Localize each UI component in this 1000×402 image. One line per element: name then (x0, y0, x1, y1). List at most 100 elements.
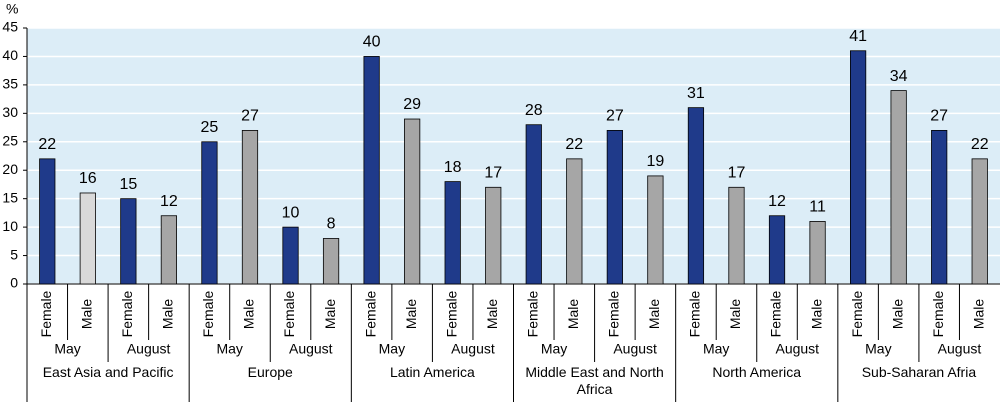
month-label: May (865, 341, 891, 357)
data-label: 22 (38, 136, 56, 153)
bar (79, 192, 96, 285)
data-label: 15 (119, 176, 137, 193)
bar (890, 90, 907, 285)
y-tick-label: 30 (2, 104, 18, 120)
month-label: May (54, 341, 80, 357)
data-label: 41 (849, 28, 867, 45)
data-label: 19 (646, 153, 664, 170)
bar (931, 129, 948, 285)
x-tick-label: Male (79, 299, 95, 330)
month-label: May (216, 341, 242, 357)
region-label: North America (712, 364, 802, 380)
y-tick-label: 0 (10, 275, 18, 291)
bar (768, 215, 786, 285)
x-tick-label: Male (970, 299, 986, 330)
x-tick-label: Male (889, 299, 905, 330)
x-tick-label: Male (241, 299, 257, 330)
y-tick-label: 45 (2, 19, 18, 35)
bar (201, 141, 218, 285)
bar (971, 158, 988, 285)
month-label: August (775, 341, 819, 357)
data-label: 17 (728, 165, 746, 182)
data-label: 31 (687, 85, 705, 102)
region-label: Middle East and North Africa (525, 364, 664, 397)
month-label: August (451, 341, 495, 357)
data-label: 22 (971, 136, 989, 153)
bar (120, 198, 137, 285)
data-label: 18 (444, 159, 462, 176)
bar (606, 129, 623, 285)
data-label: 29 (403, 96, 421, 113)
region-label: Latin America (389, 364, 475, 380)
y-tick-label: 25 (2, 132, 18, 148)
x-tick-label: Male (484, 299, 500, 330)
bar (322, 238, 340, 285)
y-axis-label: % (6, 1, 18, 17)
bar (485, 186, 502, 285)
month-label: May (703, 341, 729, 357)
data-label: 28 (525, 102, 543, 119)
region-label: Europe (247, 364, 293, 380)
bar (687, 107, 705, 285)
y-tick-label: 20 (2, 161, 18, 177)
x-tick-label: Female (768, 290, 784, 337)
region-label: Sub-Saharan Afria (861, 364, 977, 380)
x-tick-label: Male (727, 299, 743, 330)
y-tick-label: 35 (2, 76, 18, 92)
data-label: 10 (282, 204, 300, 221)
x-tick-label: Male (160, 299, 176, 330)
data-label: 40 (363, 34, 381, 51)
bar (363, 56, 380, 285)
x-tick-label: Female (930, 290, 946, 337)
data-label: 12 (160, 193, 178, 210)
y-tick-label: 5 (10, 246, 18, 262)
bar (160, 215, 177, 285)
data-label: 27 (930, 108, 948, 125)
data-label: 16 (79, 170, 97, 187)
data-label: 11 (809, 199, 826, 216)
month-label: May (379, 341, 405, 357)
y-tick-label: 10 (2, 218, 18, 234)
data-label: 27 (606, 108, 624, 125)
x-tick-label: Female (849, 290, 865, 337)
bar (809, 221, 826, 285)
data-label: 25 (201, 119, 219, 136)
x-tick-label: Male (322, 299, 338, 330)
y-tick-label: 15 (2, 189, 18, 205)
x-tick-label: Female (119, 290, 135, 337)
data-label: 27 (241, 108, 259, 125)
month-label: August (289, 341, 333, 357)
x-tick-label: Female (524, 290, 540, 337)
x-tick-label: Male (808, 299, 824, 330)
month-label: August (938, 341, 982, 357)
x-tick-label: Female (38, 290, 54, 337)
bar (282, 226, 299, 285)
x-tick-label: Female (362, 290, 378, 337)
x-tick-label: Female (606, 290, 622, 337)
x-tick-label: Female (281, 290, 297, 337)
data-label: 12 (768, 193, 786, 210)
data-label: 22 (565, 136, 583, 153)
region-label: East Asia and Pacific (42, 364, 174, 380)
x-tick-label: Male (565, 299, 581, 330)
bar (728, 186, 745, 285)
month-label: August (127, 341, 171, 357)
plot-area (27, 28, 1000, 284)
bar (444, 181, 461, 285)
bar (241, 129, 259, 285)
x-tick-label: Female (687, 290, 703, 337)
bar (525, 124, 542, 285)
x-tick-label: Male (646, 299, 662, 330)
data-label: 34 (890, 68, 908, 85)
month-label: May (541, 341, 567, 357)
month-label: August (613, 341, 657, 357)
data-label: 8 (327, 216, 336, 233)
x-tick-label: Female (200, 290, 216, 337)
bar (647, 175, 664, 285)
bar (404, 118, 421, 285)
bar (39, 158, 56, 285)
x-tick-label: Male (403, 299, 419, 330)
y-tick-label: 40 (2, 47, 18, 63)
